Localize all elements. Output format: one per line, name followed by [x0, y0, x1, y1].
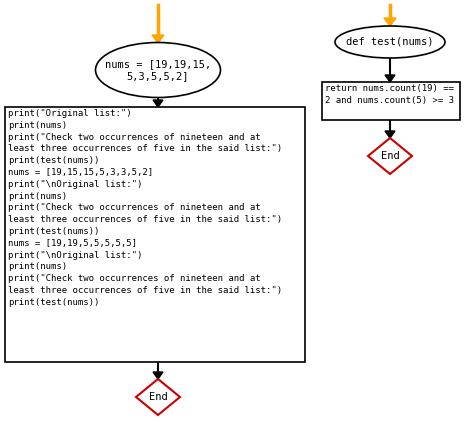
Text: return nums.count(19) ==
2 and nums.count(5) >= 3: return nums.count(19) == 2 and nums.coun… — [325, 84, 454, 105]
Bar — [322, 82, 460, 120]
Ellipse shape — [335, 26, 445, 58]
Polygon shape — [384, 18, 396, 26]
Ellipse shape — [96, 42, 220, 97]
Polygon shape — [385, 131, 395, 138]
Polygon shape — [136, 379, 180, 415]
Polygon shape — [152, 35, 164, 43]
Polygon shape — [385, 75, 395, 82]
Text: nums = [19,19,15,
5,3,5,5,2]: nums = [19,19,15, 5,3,5,5,2] — [105, 59, 211, 81]
Polygon shape — [368, 138, 412, 174]
Polygon shape — [153, 372, 163, 379]
Polygon shape — [153, 100, 163, 107]
Bar — [5, 107, 305, 362]
Text: def test(nums): def test(nums) — [346, 37, 434, 47]
Text: print("Original list:")
print(nums)
print("Check two occurrences of nineteen and: print("Original list:") print(nums) prin… — [8, 109, 282, 307]
Text: End: End — [149, 392, 167, 402]
Text: End: End — [381, 151, 399, 161]
